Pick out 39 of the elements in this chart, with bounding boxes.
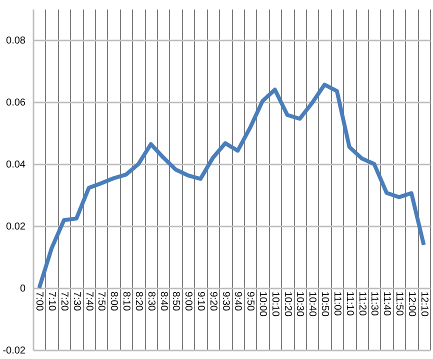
x-tick-label: 9:00 (182, 292, 194, 312)
x-tick-label: 11:40 (381, 292, 392, 316)
x-tick-label: 8:40 (158, 292, 169, 312)
x-tick-label: 11:10 (344, 292, 355, 316)
x-tick-label: 7:30 (70, 292, 82, 312)
x-tick-label: 7:50 (96, 292, 107, 312)
y-tick-label: -0.02 (2, 346, 26, 356)
x-tick-label: 11:30 (368, 292, 380, 316)
x-tick-label: 11:20 (356, 292, 368, 316)
x-tick-label: 8:30 (145, 292, 156, 312)
x-tick-label: 8:00 (108, 292, 120, 312)
x-tick-label: 7:40 (83, 292, 94, 312)
x-tick-label: 8:50 (170, 292, 182, 312)
x-tick-label: 10:30 (294, 292, 306, 317)
x-tick-label: 9:10 (194, 292, 206, 312)
x-tick-label: 9:50 (244, 292, 256, 312)
y-tick-label: 0.08 (6, 36, 26, 46)
x-tick-label: 7:10 (46, 292, 58, 312)
x-tick-label: 11:50 (393, 292, 404, 316)
y-tick-label: 0.02 (6, 222, 26, 232)
x-tick-label: 9:30 (220, 292, 231, 312)
x-tick-label: 10:10 (269, 292, 280, 317)
x-tick-label: 12:00 (406, 292, 417, 317)
x-tick-label: 10:00 (257, 292, 268, 317)
x-tick-label: 10:40 (306, 292, 318, 317)
line-series (37, 82, 426, 290)
x-tick-label: 7:00 (34, 292, 45, 312)
y-tick-label: 0.06 (6, 98, 26, 108)
x-tick-label: 8:20 (132, 292, 144, 312)
x-tick-label: 12:10 (418, 292, 430, 317)
y-tick-label: 0 (20, 284, 26, 294)
x-tick-label: 9:40 (232, 292, 244, 312)
x-tick-label: 9:20 (207, 292, 218, 312)
x-tick-label: 7:20 (58, 292, 70, 312)
x-tick-label: 11:00 (331, 292, 342, 316)
x-tick-label: 10:50 (319, 292, 330, 317)
x-tick-label: 10:20 (282, 292, 293, 317)
x-tick-label: 8:10 (120, 292, 132, 312)
y-tick-label: 0.04 (6, 160, 26, 170)
